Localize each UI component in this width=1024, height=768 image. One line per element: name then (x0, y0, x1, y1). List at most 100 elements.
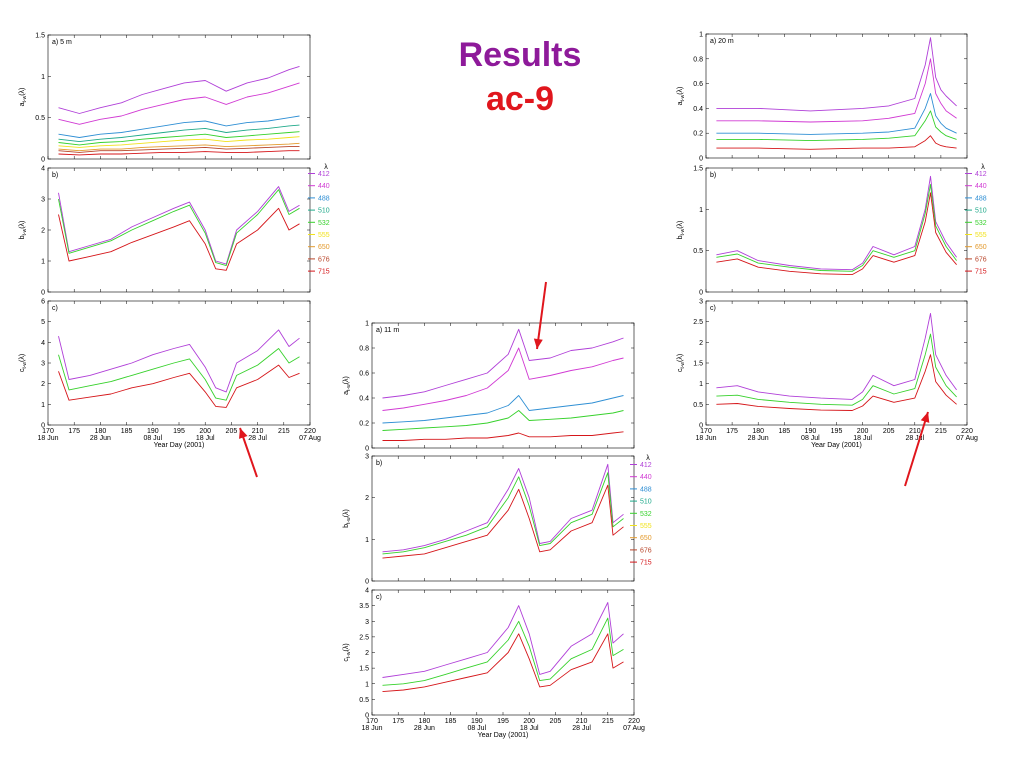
y-axis-label-suffix: (λ) (343, 643, 350, 651)
legend-item-label: 532 (975, 220, 987, 227)
y-tick-label: 0 (365, 446, 369, 453)
series-line-532 (716, 184, 957, 272)
y-tick-label: 3 (41, 361, 45, 368)
y-tick-label: 0 (699, 423, 703, 430)
panel-label: c) (710, 305, 716, 312)
y-axis-label-suffix: (λ) (677, 87, 684, 95)
series-line-715 (58, 364, 300, 408)
x-tick-label: 175 (392, 718, 404, 725)
series-line-532 (716, 110, 957, 142)
series-line-532 (382, 472, 624, 555)
series-line-715 (382, 633, 624, 693)
x-date-label: 08 Jul (143, 435, 162, 442)
y-axis-label-sub: t-w (680, 228, 686, 235)
legend-item-label: 555 (318, 232, 330, 239)
y-axis-label-sub: t-w (346, 651, 352, 658)
x-tick-label: 220 (961, 428, 973, 435)
plot-frame (371, 455, 635, 582)
series-line-488 (716, 93, 957, 135)
x-date-label: 18 Jun (695, 435, 716, 442)
x-tick-label: 215 (935, 428, 947, 435)
y-axis-label: ct-w(λ) (19, 354, 28, 372)
x-tick-label: 220 (628, 718, 640, 725)
legend-item-label: 532 (318, 220, 330, 227)
y-tick-label: 0.2 (693, 131, 703, 138)
x-date-label: 18 Jun (37, 435, 58, 442)
y-tick-label: 4 (41, 340, 45, 347)
x-tick-label: 220 (304, 428, 316, 435)
x-date-label: 18 Jul (520, 725, 539, 732)
x-tick-label: 190 (147, 428, 159, 435)
series-line-412 (58, 65, 300, 114)
y-tick-label: 2 (365, 495, 369, 502)
plot-frame (47, 167, 311, 293)
legend-item-label: 650 (318, 244, 330, 251)
x-tick-label: 215 (602, 718, 614, 725)
legend-item-label: 650 (640, 535, 652, 542)
x-date-label: 08 Jul (467, 725, 486, 732)
y-tick-label: 2 (41, 381, 45, 388)
y-tick-label: 0.2 (359, 421, 369, 428)
legend-item-label: 650 (975, 244, 987, 251)
panel-11m-c: 0 0.5 1 1.5 2 2.5 3 3.5 4 c) ct-w(λ) 170 175 180 185 19… (343, 588, 645, 740)
slide-title: Results (458, 36, 582, 74)
series-line-715 (382, 431, 624, 441)
arrow-shaft (904, 411, 929, 487)
legend-item-label: 440 (975, 183, 987, 190)
series-line-650 (58, 142, 300, 152)
y-tick-label: 1 (41, 402, 45, 409)
x-tick-label: 180 (419, 718, 431, 725)
y-tick-label: 2 (365, 650, 369, 657)
y-axis-label-suffix: (λ) (19, 354, 26, 362)
y-axis-label: bt-w(λ) (19, 221, 28, 240)
panel-label: c) (376, 594, 382, 601)
y-tick-label: 0.6 (359, 371, 369, 378)
series-line-715 (716, 354, 957, 411)
series-line-715 (58, 207, 300, 271)
arrow-head (533, 338, 543, 349)
y-axis-label-suffix: (λ) (19, 221, 26, 229)
x-tick-label: 185 (121, 428, 133, 435)
y-tick-label: 0.8 (693, 56, 703, 63)
y-tick-label: 2 (699, 340, 703, 347)
legend-item-label: 488 (318, 195, 330, 202)
x-tick-label: 180 (752, 428, 764, 435)
legend-item-label: 715 (640, 560, 652, 567)
series-line-412 (716, 312, 957, 400)
y-axis-label-sub: t-w (22, 95, 28, 102)
slide-subtitle: ac-9 (485, 80, 555, 118)
arrow-head (920, 412, 930, 423)
x-tick-label: 180 (95, 428, 107, 435)
legend-item-label: 676 (640, 547, 652, 554)
series-line-532 (58, 131, 300, 146)
legend-title: λ (981, 164, 985, 171)
y-tick-label: 1 (699, 207, 703, 214)
series-line-412 (58, 329, 300, 393)
plot-frame (371, 589, 635, 716)
y-axis-label-sub: t-w (346, 517, 352, 524)
x-tick-label: 185 (445, 718, 457, 725)
x-tick-label: 205 (883, 428, 895, 435)
x-tick-label: 215 (278, 428, 290, 435)
legend-item-label: 412 (318, 171, 330, 178)
x-date-label: 18 Jul (853, 435, 872, 442)
y-tick-label: 1 (365, 537, 369, 544)
y-tick-label: 3 (41, 197, 45, 204)
x-date-label: 18 Jun (361, 725, 382, 732)
series-line-440 (58, 82, 300, 125)
x-tick-label: 175 (68, 428, 80, 435)
annotation-arrow (533, 281, 547, 350)
y-tick-label: 1 (365, 681, 369, 688)
y-tick-label: 0 (365, 579, 369, 586)
series-line-488 (382, 395, 624, 424)
y-tick-label: 3 (365, 454, 369, 461)
y-tick-label: 2 (41, 228, 45, 235)
y-tick-label: 0 (41, 290, 45, 297)
arrow-shaft (536, 281, 547, 350)
y-axis-label-main: c (343, 658, 350, 662)
x-tick-label: 185 (778, 428, 790, 435)
y-axis-label: bt-w(λ) (677, 221, 686, 240)
plot-frame (47, 34, 311, 160)
